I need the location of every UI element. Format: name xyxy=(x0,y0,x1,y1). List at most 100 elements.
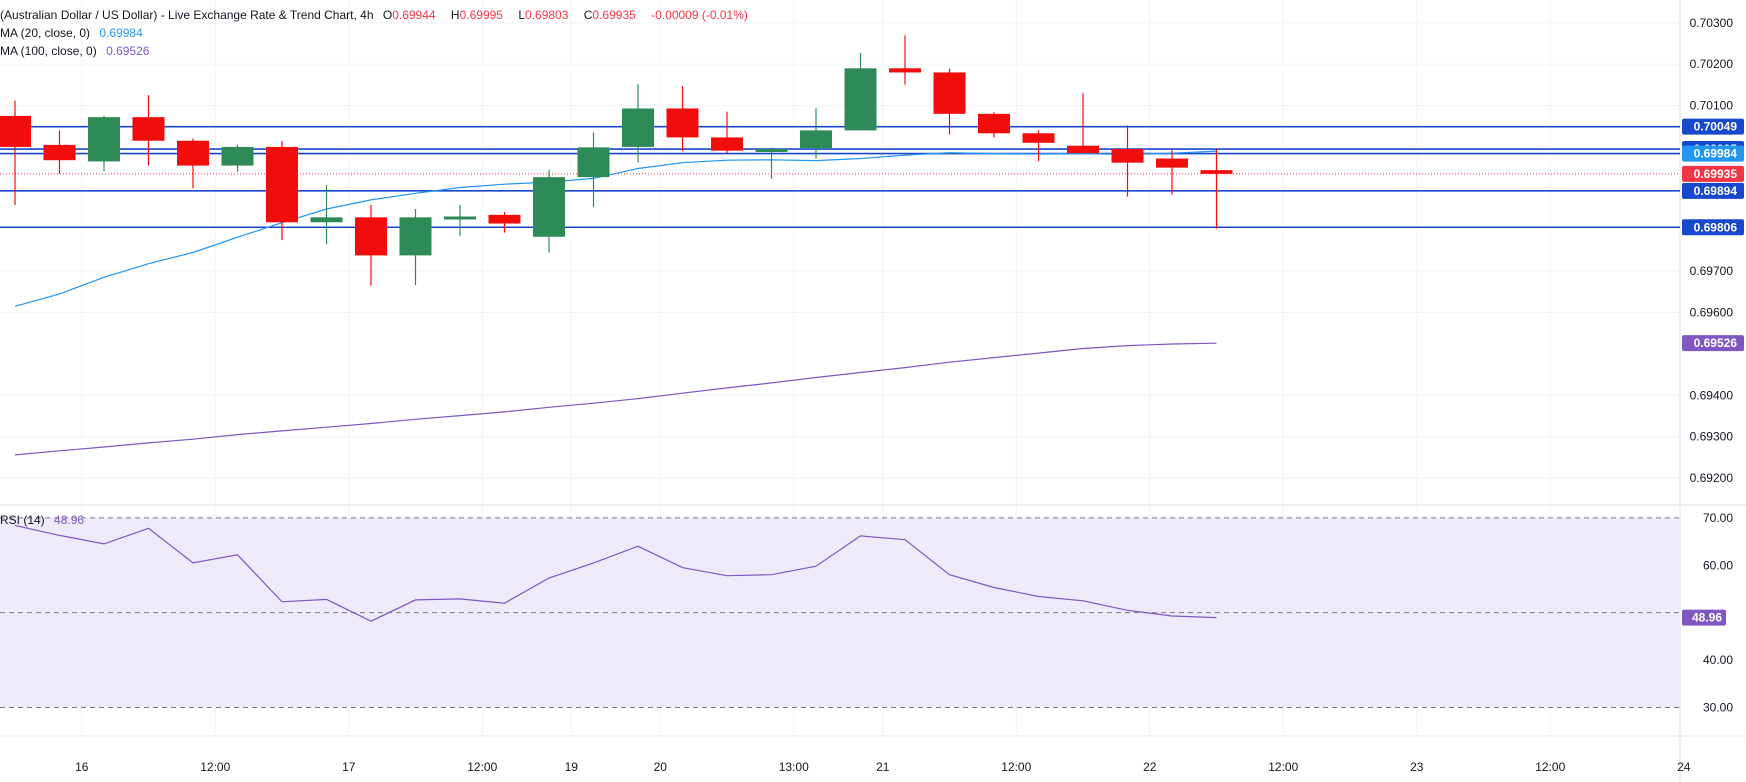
rsi-badge-label: 48.96 xyxy=(1692,611,1722,625)
symbol-legend[interactable]: (Australian Dollar / US Dollar) - Live E… xyxy=(0,7,754,23)
candle-body xyxy=(444,216,476,220)
candle-body xyxy=(622,108,654,147)
price-tick-label: 0.69600 xyxy=(1690,306,1734,320)
price-badge-level: 0.70049 xyxy=(1682,118,1744,135)
time-tick-label: 22 xyxy=(1143,760,1157,774)
price-tick-label: 0.70100 xyxy=(1690,99,1734,113)
candle-body xyxy=(88,117,120,162)
candlestick-series xyxy=(0,35,1233,286)
candle xyxy=(889,35,921,85)
ohlc-close: C0.69935 xyxy=(583,8,636,22)
candle xyxy=(711,111,743,154)
time-tick-label: 12:00 xyxy=(1001,760,1031,774)
price-badge-ma100: 0.69526 xyxy=(1682,335,1744,352)
ma100-polyline xyxy=(14,342,1217,456)
candle xyxy=(266,140,298,241)
candle xyxy=(310,185,343,245)
price-badge-label: 0.70049 xyxy=(1694,120,1738,134)
candle xyxy=(1022,130,1055,162)
rsi-tick-label: 60.00 xyxy=(1703,558,1733,572)
time-tick-label: 17 xyxy=(342,760,356,774)
price-badge-bg xyxy=(1682,118,1744,135)
candle-body xyxy=(666,108,699,138)
horizontal-level-lines[interactable] xyxy=(0,125,1680,229)
candle-body xyxy=(310,217,343,223)
price-badge-label: 0.69526 xyxy=(1694,336,1738,350)
price-tick-label: 0.70300 xyxy=(1690,16,1734,30)
ohlc-open: O0.69944 xyxy=(382,8,436,22)
candle-body xyxy=(711,137,743,151)
rsi-tick-label: 40.00 xyxy=(1703,653,1733,667)
candle xyxy=(488,211,521,233)
candle xyxy=(666,86,699,152)
price-badge-level: 0.69894 xyxy=(1682,182,1744,199)
candle-body xyxy=(1022,133,1055,143)
price-badge-level: 0.69806 xyxy=(1682,219,1744,236)
candle xyxy=(132,95,165,166)
candle xyxy=(43,130,76,174)
ohlc-high: H0.69995 xyxy=(450,8,503,22)
candle xyxy=(1156,149,1188,195)
price-badge-ma20: 0.69984 xyxy=(1682,145,1744,162)
symbol-title: (Australian Dollar / US Dollar) - Live E… xyxy=(0,8,374,22)
price-tick-label: 0.69700 xyxy=(1690,264,1734,278)
price-tick-label: 0.69400 xyxy=(1690,388,1734,402)
time-tick-label: 12:00 xyxy=(1268,760,1298,774)
time-axis[interactable]: 16 12:00 17 12:00 19 20 13:00 21 12:00 22 12:00 23 1… xyxy=(75,760,1691,774)
ma20-line xyxy=(14,150,1217,307)
ma100-label: MA (100, close, 0) xyxy=(0,44,97,58)
price-badges: 0.700490.699950.699840.699350.698940.698… xyxy=(1682,118,1744,626)
candle-body xyxy=(1111,149,1144,163)
time-tick-label: 19 xyxy=(565,760,579,774)
candle xyxy=(88,115,120,171)
candle xyxy=(933,68,966,135)
candle-body xyxy=(488,214,521,224)
price-axis[interactable]: 0.70300 0.70200 0.70100 0.69700 0.69600 0.694… xyxy=(1690,16,1734,485)
candle xyxy=(355,204,387,286)
time-tick-label: 21 xyxy=(876,760,890,774)
time-tick-label: 16 xyxy=(75,760,89,774)
candle xyxy=(755,147,788,179)
candle-body xyxy=(355,217,387,256)
candle-body xyxy=(533,177,565,237)
rsi-legend[interactable]: RSI (14) 48.96 xyxy=(0,512,90,528)
rsi-line xyxy=(14,524,1217,622)
ma100-value: 0.69526 xyxy=(106,44,150,58)
candle xyxy=(1200,149,1233,229)
rsi-pane[interactable] xyxy=(0,517,1680,708)
ma20-legend[interactable]: MA (20, close, 0) 0.69984 xyxy=(0,25,149,41)
candle-body xyxy=(177,140,209,166)
candle xyxy=(399,209,432,286)
candle-body xyxy=(1156,158,1188,168)
candle-body xyxy=(43,144,76,161)
candle-body xyxy=(933,72,966,114)
candle-body xyxy=(1200,170,1233,174)
candle xyxy=(844,52,877,131)
price-badge-bg xyxy=(1682,219,1744,236)
ma20-polyline xyxy=(14,150,1217,307)
rsi-tick-label: 30.00 xyxy=(1703,700,1733,714)
price-badge-label: 0.69806 xyxy=(1694,220,1738,234)
candle-body xyxy=(577,147,610,178)
rsi-axis[interactable]: 70.00 60.00 40.00 30.00 xyxy=(1703,511,1733,715)
ma20-value: 0.69984 xyxy=(99,26,143,40)
candle-body xyxy=(978,113,1010,134)
time-tick-label: 24 xyxy=(1677,760,1691,774)
candle-body xyxy=(399,217,432,256)
candle xyxy=(0,100,31,205)
rsi-label: RSI (14) xyxy=(0,513,45,527)
candle-body xyxy=(132,117,165,141)
candle xyxy=(1067,93,1099,154)
ma100-line xyxy=(14,342,1217,456)
ma100-legend[interactable]: MA (100, close, 0) 0.69526 xyxy=(0,43,155,59)
price-badge-bg xyxy=(1682,182,1744,199)
candle xyxy=(978,112,1010,138)
rsi-tick-label: 70.00 xyxy=(1703,511,1733,525)
price-badge-label: 0.69935 xyxy=(1694,167,1738,181)
rsi-badge-bg xyxy=(1682,609,1726,626)
time-tick-label: 23 xyxy=(1410,760,1424,774)
ohlc-low: L0.69803 xyxy=(518,8,569,22)
time-tick-label: 13:00 xyxy=(779,760,809,774)
price-badge-bg xyxy=(1682,165,1744,182)
